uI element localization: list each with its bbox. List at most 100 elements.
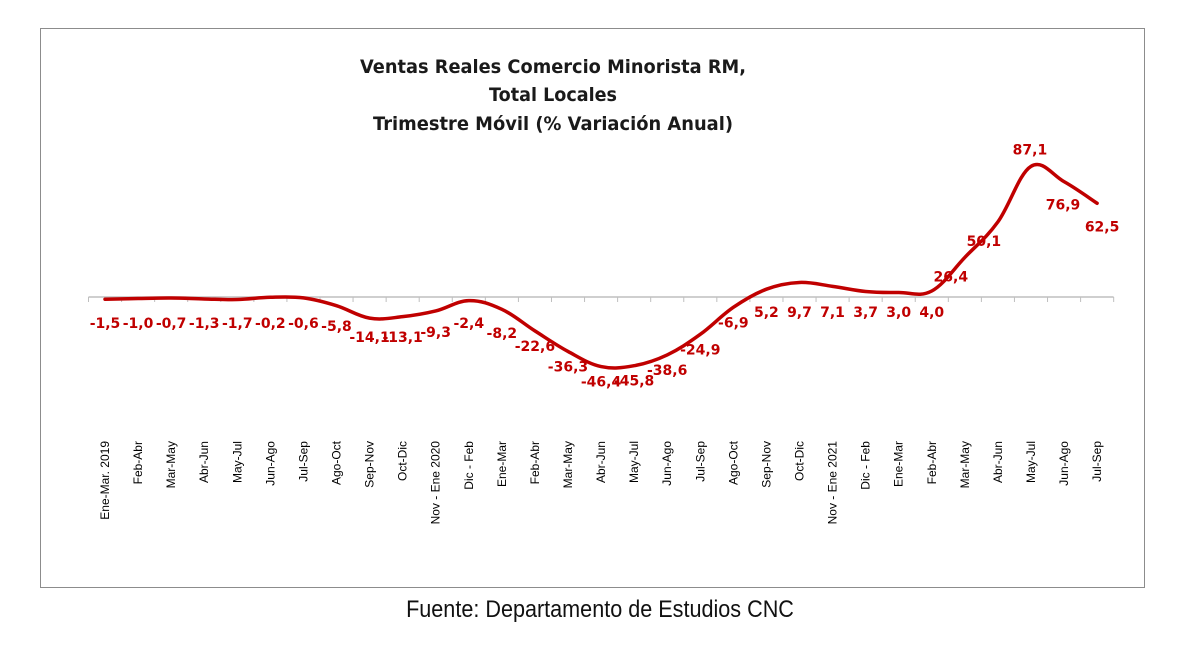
x-tick-label: May-Jul bbox=[1024, 441, 1038, 483]
data-label: -13,1 bbox=[382, 330, 422, 346]
data-point-4 bbox=[235, 298, 239, 302]
data-point-21 bbox=[797, 280, 801, 284]
x-tick-label: Ene-Mar bbox=[892, 441, 906, 487]
data-label: -6,9 bbox=[718, 315, 749, 331]
chart-title-line-2: Total Locales bbox=[489, 84, 617, 106]
data-point-17 bbox=[665, 353, 669, 357]
data-label: 50,1 bbox=[967, 234, 1002, 250]
x-tick-label: Jul-Sep bbox=[1090, 441, 1104, 482]
x-tick-label: Ago-Oct bbox=[329, 440, 343, 485]
x-tick-label: Nov - Ene 2020 bbox=[429, 441, 443, 525]
x-tick-label: Feb-Abr bbox=[131, 441, 145, 484]
data-label: -36,3 bbox=[548, 359, 588, 375]
data-point-19 bbox=[731, 305, 735, 309]
chart-frame: Ventas Reales Comercio Minorista RM, Tot… bbox=[40, 28, 1145, 588]
x-tick-label: Nov - Ene 2021 bbox=[826, 441, 840, 525]
data-point-8 bbox=[368, 316, 372, 320]
x-tick-label: Jun-Ago bbox=[1057, 441, 1071, 486]
data-label: -14,1 bbox=[349, 330, 389, 346]
data-label: -1,5 bbox=[90, 316, 121, 332]
x-tick-label: Abr-Jun bbox=[197, 441, 211, 483]
data-point-22 bbox=[831, 284, 835, 288]
data-label: 9,7 bbox=[787, 305, 812, 321]
data-label: -38,6 bbox=[647, 363, 687, 379]
x-tick-label: Mar-May bbox=[164, 441, 178, 488]
x-tick-label: Ago-Oct bbox=[726, 440, 740, 485]
data-point-25 bbox=[930, 289, 934, 293]
data-label: -8,2 bbox=[487, 326, 518, 342]
data-point-12 bbox=[500, 307, 504, 311]
data-label: -1,3 bbox=[189, 316, 220, 332]
data-point-24 bbox=[897, 291, 901, 295]
data-point-14 bbox=[566, 349, 570, 353]
x-tick-label: Ene-Mar. 2019 bbox=[98, 441, 112, 520]
data-label: -46,4 bbox=[581, 375, 622, 391]
data-point-5 bbox=[268, 295, 272, 299]
x-tick-label: Jun-Ago bbox=[263, 441, 277, 486]
data-point-29 bbox=[1062, 180, 1066, 184]
series-line bbox=[103, 162, 1099, 370]
x-tick-label: Abr-Jun bbox=[991, 441, 1005, 483]
data-point-11 bbox=[467, 299, 471, 303]
data-label: 4,0 bbox=[919, 305, 944, 321]
data-label: -0,6 bbox=[288, 316, 319, 332]
x-tick-label: Feb-Abr bbox=[528, 441, 542, 484]
data-point-10 bbox=[434, 309, 438, 313]
data-point-15 bbox=[599, 365, 603, 369]
x-tick-label: Oct-Dic bbox=[396, 441, 410, 481]
data-label: -5,8 bbox=[321, 319, 352, 335]
data-label: -1,0 bbox=[123, 316, 154, 332]
data-point-2 bbox=[169, 296, 173, 300]
data-labels: -1,5 -1,0 -0,7 -1,3 -1,7 -0,2 -0,6 -5,8-14,1-13… bbox=[90, 142, 1120, 390]
data-point-3 bbox=[202, 297, 206, 301]
x-tick-label: Jul-Sep bbox=[296, 441, 310, 482]
x-tick-labels: Ene-Mar. 2019 Feb-Abr Mar-May Abr-Jun May-Ju… bbox=[98, 440, 1104, 524]
data-label: 3,0 bbox=[886, 305, 911, 321]
data-label: 62,5 bbox=[1085, 219, 1120, 235]
x-tick-label: Mar-May bbox=[958, 441, 972, 488]
data-point-6 bbox=[301, 296, 305, 300]
x-tick-label: Dic - Feb bbox=[462, 441, 476, 490]
data-label: -22,6 bbox=[515, 339, 555, 355]
x-tick-label: May-Jul bbox=[230, 441, 244, 483]
x-tick-label: Dic - Feb bbox=[859, 441, 873, 490]
data-point-0 bbox=[103, 297, 107, 301]
line-chart: Ventas Reales Comercio Minorista RM, Tot… bbox=[88, 56, 1120, 524]
data-label: -0,2 bbox=[255, 316, 286, 332]
data-point-18 bbox=[698, 332, 702, 336]
data-label: 26,4 bbox=[934, 269, 969, 285]
data-label: -45,8 bbox=[614, 374, 654, 390]
data-label: 76,9 bbox=[1046, 198, 1081, 214]
x-tick-label: Abr-Jun bbox=[594, 441, 608, 483]
x-tick-label: Mar-May bbox=[561, 441, 575, 488]
x-tick-label: Oct-Dic bbox=[792, 441, 806, 481]
data-point-13 bbox=[533, 329, 537, 333]
data-point-9 bbox=[401, 315, 405, 319]
data-label: -0,7 bbox=[156, 316, 187, 332]
data-label: 3,7 bbox=[853, 305, 878, 321]
data-point-27 bbox=[996, 220, 1000, 224]
data-label: 87,1 bbox=[1013, 142, 1048, 158]
data-label: 7,1 bbox=[820, 305, 845, 321]
data-label: -24,9 bbox=[680, 342, 720, 358]
x-tick-label: Sep-Nov bbox=[363, 441, 377, 488]
data-label: -1,7 bbox=[222, 316, 253, 332]
data-label: -9,3 bbox=[420, 325, 451, 341]
chart-title-line-3: Trimestre Móvil (% Variación Anual) bbox=[373, 113, 733, 135]
chart-title-line-1: Ventas Reales Comercio Minorista RM, bbox=[360, 56, 746, 78]
x-tick-label: Jul-Sep bbox=[693, 441, 707, 482]
source-note: Fuente: Departamento de Estudios CNC bbox=[406, 596, 794, 623]
series-line-group bbox=[103, 162, 1099, 370]
data-point-28 bbox=[1029, 164, 1033, 168]
data-point-30 bbox=[1095, 201, 1099, 205]
x-tick-label: Feb-Abr bbox=[925, 441, 939, 484]
data-label: 5,2 bbox=[754, 305, 779, 321]
data-point-23 bbox=[864, 289, 868, 293]
data-point-7 bbox=[334, 304, 338, 308]
x-tick-label: Sep-Nov bbox=[759, 441, 773, 488]
x-tick-label: Jun-Ago bbox=[660, 441, 674, 486]
data-point-26 bbox=[963, 255, 967, 259]
chart-title: Ventas Reales Comercio Minorista RM, Tot… bbox=[360, 56, 746, 135]
x-tick-label: Ene-Mar bbox=[495, 441, 509, 487]
data-label: -2,4 bbox=[453, 316, 484, 332]
